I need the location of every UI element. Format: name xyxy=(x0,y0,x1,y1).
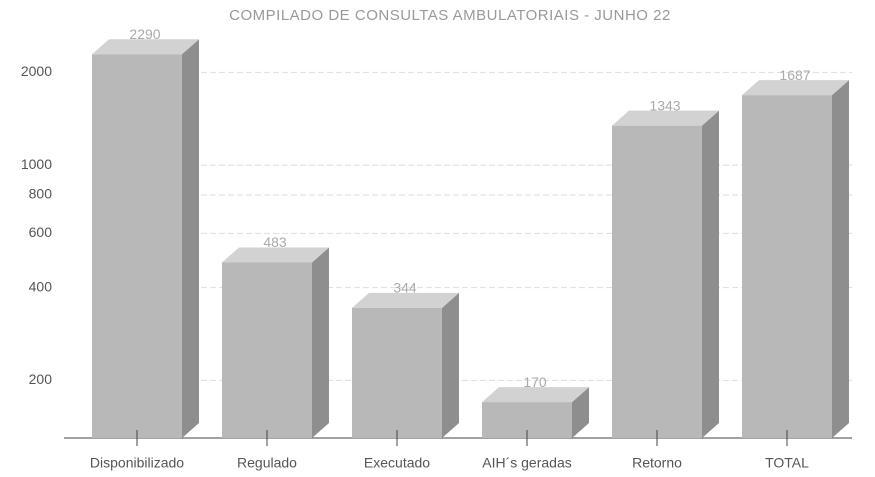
x-tick-label: Regulado xyxy=(237,455,297,471)
bar-top xyxy=(612,110,719,126)
value-label: 1687 xyxy=(779,67,810,83)
y-tick-label: 400 xyxy=(29,278,53,294)
bar-top xyxy=(92,39,199,55)
bar xyxy=(352,307,442,438)
chart-title: COMPILADO DE CONSULTAS AMBULATORIAIS - J… xyxy=(229,7,671,24)
value-label: 344 xyxy=(393,280,417,296)
bar-side xyxy=(312,247,329,438)
y-tick-label: 1000 xyxy=(21,156,52,172)
bar-top xyxy=(482,387,589,403)
value-label: 170 xyxy=(523,374,547,390)
y-tick-label: 2000 xyxy=(21,63,52,79)
y-tick-label: 200 xyxy=(29,371,53,387)
bar-top xyxy=(352,292,459,308)
bar xyxy=(742,95,832,438)
value-label: 483 xyxy=(263,234,287,250)
bar-side xyxy=(832,80,849,438)
bar xyxy=(222,262,312,438)
x-tick-label: Disponibilizado xyxy=(90,455,184,471)
bar-side xyxy=(702,110,719,439)
y-tick-label: 800 xyxy=(29,186,53,202)
bar-top xyxy=(222,247,329,263)
y-tick-label: 600 xyxy=(29,224,53,240)
bar-side xyxy=(442,292,459,438)
x-tick-label: AIH´s geradas xyxy=(482,455,571,471)
x-tick-label: Retorno xyxy=(632,455,682,471)
x-tick-label: TOTAL xyxy=(765,455,809,471)
bar-top xyxy=(742,80,849,96)
value-label: 2290 xyxy=(129,26,160,42)
bar xyxy=(612,125,702,439)
bar-side xyxy=(572,387,589,438)
bar xyxy=(92,54,182,438)
x-tick-label: Executado xyxy=(364,455,430,471)
value-label: 1343 xyxy=(649,97,680,113)
bar-side xyxy=(182,39,199,438)
